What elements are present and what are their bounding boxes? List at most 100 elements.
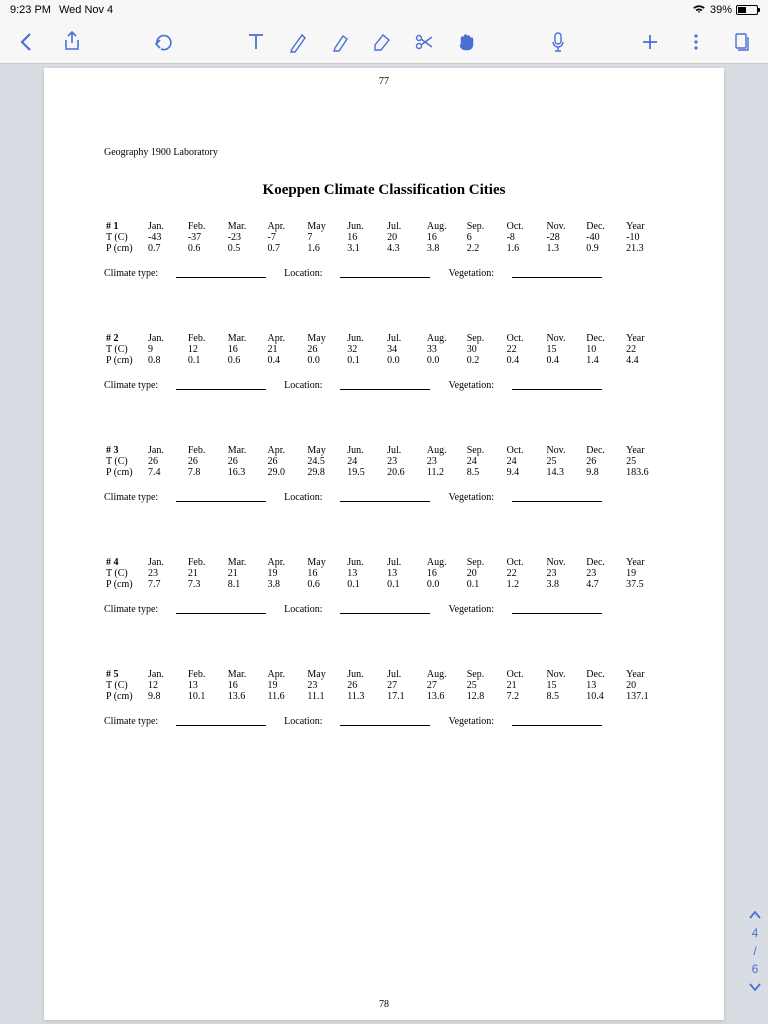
month-header: Mar. — [226, 221, 266, 232]
climate-type-label: Climate type: — [104, 492, 158, 503]
page-down-button[interactable] — [748, 980, 762, 994]
month-header: Jan. — [146, 557, 186, 568]
temp-value: 26 — [186, 456, 226, 467]
fill-in-row: Climate type:Location:Vegetation: — [104, 268, 664, 279]
month-header: Jul. — [385, 669, 425, 680]
pen-tool-button[interactable] — [284, 28, 312, 56]
month-header: Feb. — [186, 557, 226, 568]
precip-value: 4.7 — [584, 579, 624, 590]
page-total: 6 — [752, 962, 759, 976]
temp-value: 23 — [385, 456, 425, 467]
precip-value: 0.0 — [425, 355, 465, 366]
battery-percent: 39% — [710, 4, 732, 16]
undo-button[interactable] — [150, 28, 178, 56]
month-header: Mar. — [226, 557, 266, 568]
month-header: Feb. — [186, 445, 226, 456]
fill-in-row: Climate type:Location:Vegetation: — [104, 380, 664, 391]
temp-value: 13 — [385, 568, 425, 579]
vegetation-label: Vegetation: — [448, 492, 494, 503]
temp-value: 19 — [266, 568, 306, 579]
precip-value: 7.4 — [146, 467, 186, 478]
precip-value: 14.3 — [544, 467, 584, 478]
month-header: May — [305, 333, 345, 344]
temp-row-label: T (C) — [104, 568, 146, 579]
precip-value: 16.3 — [226, 467, 266, 478]
status-bar: 9:23 PM Wed Nov 4 39% — [0, 0, 768, 20]
location-blank — [340, 492, 430, 502]
temp-value: -40 — [584, 232, 624, 243]
text-tool-button[interactable] — [242, 28, 270, 56]
scissors-tool-button[interactable] — [410, 28, 438, 56]
precip-value: 0.9 — [584, 243, 624, 254]
month-header: Feb. — [186, 221, 226, 232]
month-header: Sep. — [465, 557, 505, 568]
precip-value: 0.8 — [146, 355, 186, 366]
precip-value: 0.1 — [345, 355, 385, 366]
temp-value: 19 — [624, 568, 664, 579]
temp-value: 33 — [425, 344, 465, 355]
back-button[interactable] — [12, 28, 40, 56]
precip-value: 8.5 — [465, 467, 505, 478]
page-area[interactable]: 77 Geography 1900 Laboratory Koeppen Cli… — [0, 64, 768, 1024]
page-number-top: 77 — [104, 76, 664, 87]
temp-value: 23 — [146, 568, 186, 579]
temp-value: -10 — [624, 232, 664, 243]
eraser-tool-button[interactable] — [368, 28, 396, 56]
pages-button[interactable] — [728, 28, 756, 56]
month-header: Oct. — [505, 557, 545, 568]
temp-value: 30 — [465, 344, 505, 355]
precip-value: 37.5 — [624, 579, 664, 590]
status-time: 9:23 PM — [10, 4, 51, 16]
month-header: Feb. — [186, 669, 226, 680]
precip-value: 1.2 — [505, 579, 545, 590]
climate-type-blank — [176, 716, 266, 726]
precip-value: 13.6 — [226, 691, 266, 702]
month-header: Nov. — [544, 445, 584, 456]
month-header: Apr. — [266, 221, 306, 232]
share-button[interactable] — [58, 28, 86, 56]
month-header: Sep. — [465, 221, 505, 232]
climate-type-label: Climate type: — [104, 380, 158, 391]
more-button[interactable] — [682, 28, 710, 56]
vegetation-label: Vegetation: — [448, 380, 494, 391]
location-label: Location: — [284, 716, 322, 727]
page-up-button[interactable] — [748, 908, 762, 922]
vegetation-label: Vegetation: — [448, 604, 494, 615]
temp-value: 27 — [425, 680, 465, 691]
precip-value: 0.0 — [305, 355, 345, 366]
month-header: Jul. — [385, 333, 425, 344]
precip-value: 29.8 — [305, 467, 345, 478]
temp-row-label: T (C) — [104, 344, 146, 355]
month-header: Jul. — [385, 221, 425, 232]
location-label: Location: — [284, 492, 322, 503]
climate-type-blank — [176, 492, 266, 502]
precip-value: 8.1 — [226, 579, 266, 590]
temp-value: 9 — [146, 344, 186, 355]
precip-value: 0.4 — [266, 355, 306, 366]
precip-value: 0.6 — [186, 243, 226, 254]
month-header: Dec. — [584, 333, 624, 344]
add-button[interactable] — [636, 28, 664, 56]
temp-value: 26 — [345, 680, 385, 691]
temp-value: 21 — [266, 344, 306, 355]
precip-value: 0.7 — [266, 243, 306, 254]
month-header: Oct. — [505, 333, 545, 344]
month-header: May — [305, 221, 345, 232]
month-header: Jan. — [146, 445, 186, 456]
temp-value: 23 — [544, 568, 584, 579]
temp-value: 20 — [465, 568, 505, 579]
highlighter-tool-button[interactable] — [326, 28, 354, 56]
city-block: # 3Jan.Feb.Mar.Apr.MayJun.Jul.Aug.Sep.Oc… — [104, 445, 664, 503]
climate-type-blank — [176, 380, 266, 390]
temp-value: 26 — [226, 456, 266, 467]
vegetation-label: Vegetation: — [448, 716, 494, 727]
month-header: Mar. — [226, 333, 266, 344]
precip-row-label: P (cm) — [104, 579, 146, 590]
month-header: Year — [624, 221, 664, 232]
month-header: May — [305, 557, 345, 568]
month-header: Aug. — [425, 557, 465, 568]
temp-value: 22 — [505, 344, 545, 355]
vegetation-blank — [512, 268, 602, 278]
mic-button[interactable] — [544, 28, 572, 56]
hand-tool-button[interactable] — [452, 28, 480, 56]
